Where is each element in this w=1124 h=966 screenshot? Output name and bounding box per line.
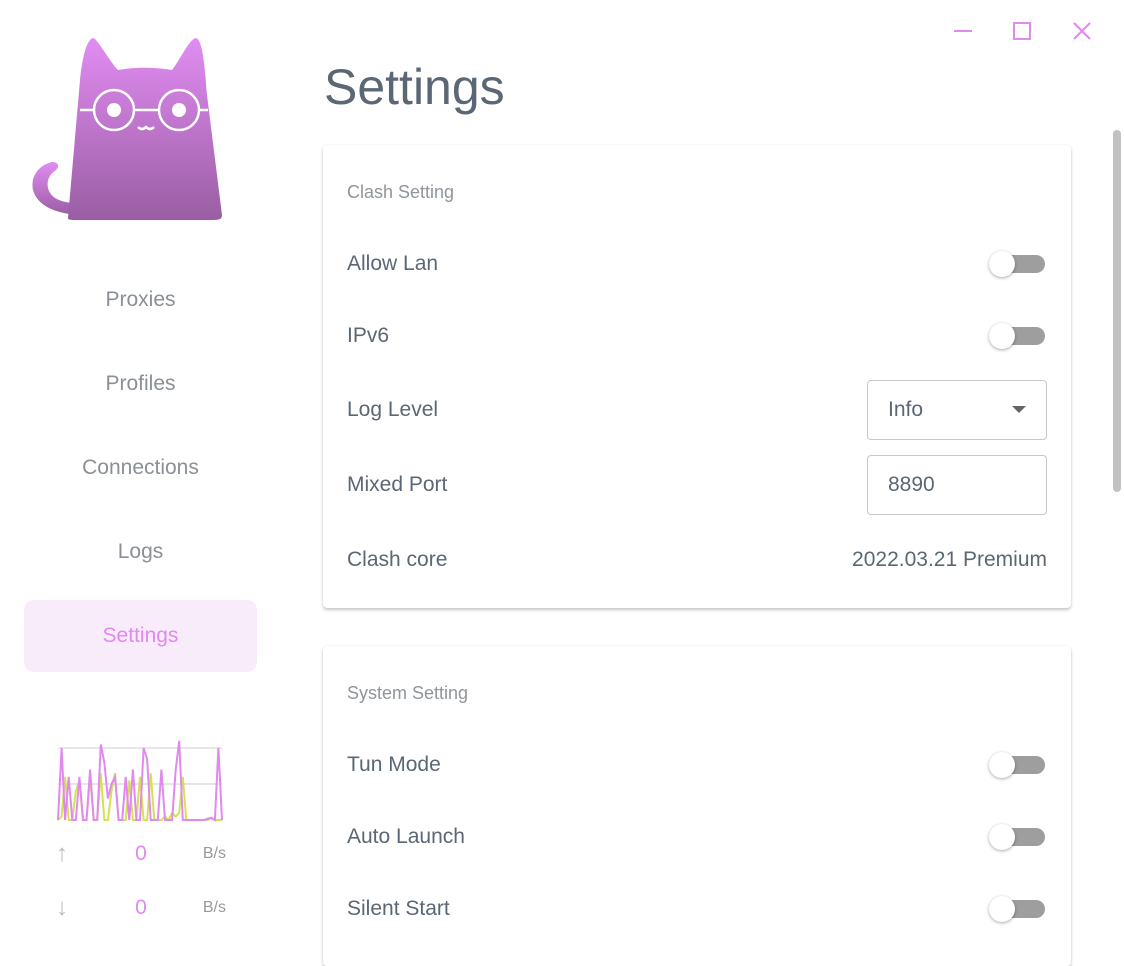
sidebar-item-profiles[interactable]: Profiles <box>24 348 257 420</box>
sidebar-item-connections[interactable]: Connections <box>24 432 257 504</box>
clash-core-row: Clash core 2022.03.21 Premium <box>347 540 1047 580</box>
auto-launch-row: Auto Launch <box>347 817 1047 857</box>
clash-core-label: Clash core <box>347 548 448 571</box>
allow-lan-label: Allow Lan <box>347 252 439 275</box>
download-value: 0 <box>135 896 147 919</box>
silent-start-label: Silent Start <box>347 897 450 920</box>
log-level-row: Log Level Info <box>347 380 1047 440</box>
log-level-label: Log Level <box>347 398 439 421</box>
auto-launch-label: Auto Launch <box>347 825 465 848</box>
arrow-down-icon: ↓ <box>56 894 68 921</box>
close-button[interactable] <box>1065 14 1099 48</box>
minimize-button[interactable] <box>946 14 980 48</box>
sidebar-item-proxies[interactable]: Proxies <box>24 264 257 336</box>
tun-mode-toggle[interactable] <box>989 752 1047 778</box>
maximize-button[interactable] <box>1005 14 1039 48</box>
ipv6-toggle[interactable] <box>989 323 1047 349</box>
log-level-value: Info <box>888 398 924 421</box>
download-speed: ↓ 0 B/s <box>56 893 226 923</box>
sidebar-item-label: Logs <box>117 540 164 563</box>
allow-lan-row: Allow Lan <box>347 244 1047 284</box>
page-title: Settings <box>324 59 505 115</box>
silent-start-toggle[interactable] <box>989 896 1047 922</box>
download-unit: B/s <box>202 899 226 916</box>
maximize-icon <box>1013 22 1031 40</box>
card-title: Clash Setting <box>347 182 455 202</box>
mixed-port-row: Mixed Port 8890 <box>347 455 1047 515</box>
arrow-up-icon: ↑ <box>56 840 68 867</box>
clash-setting-card: Clash Setting Allow Lan IPv6 Log Level In… <box>323 145 1071 608</box>
ipv6-row: IPv6 <box>347 316 1047 356</box>
sidebar-item-logs[interactable]: Logs <box>24 516 257 588</box>
scrollbar[interactable] <box>1113 130 1121 492</box>
mixed-port-value: 8890 <box>888 473 935 496</box>
upload-speed: ↑ 0 B/s <box>56 839 226 869</box>
auto-launch-toggle[interactable] <box>989 824 1047 850</box>
sidebar-item-label: Profiles <box>105 372 176 395</box>
traffic-graph <box>57 740 223 822</box>
minimize-icon <box>954 30 972 32</box>
silent-start-row: Silent Start <box>347 889 1047 929</box>
caret-down-icon <box>1012 406 1026 413</box>
sidebar-item-settings[interactable]: Settings <box>24 600 257 672</box>
tun-mode-label: Tun Mode <box>347 753 441 776</box>
cat-logo <box>32 38 222 220</box>
mixed-port-label: Mixed Port <box>347 473 448 496</box>
system-setting-card: System Setting Tun Mode Auto Launch Sile… <box>323 646 1071 966</box>
sidebar-item-label: Settings <box>102 624 179 647</box>
close-icon <box>1073 22 1091 40</box>
upload-series-line <box>57 740 223 822</box>
log-level-select[interactable]: Info <box>867 380 1047 440</box>
upload-unit: B/s <box>202 845 226 862</box>
mixed-port-input[interactable]: 8890 <box>867 455 1047 515</box>
sidebar-item-label: Proxies <box>105 288 176 311</box>
clash-core-value: 2022.03.21 Premium <box>852 548 1047 571</box>
card-title: System Setting <box>347 683 469 703</box>
ipv6-label: IPv6 <box>347 324 390 347</box>
upload-value: 0 <box>135 842 147 865</box>
tun-mode-row: Tun Mode <box>347 745 1047 785</box>
sidebar: Proxies Profiles Connections Logs Settin… <box>0 0 280 937</box>
sidebar-item-label: Connections <box>82 456 199 479</box>
allow-lan-toggle[interactable] <box>989 251 1047 277</box>
